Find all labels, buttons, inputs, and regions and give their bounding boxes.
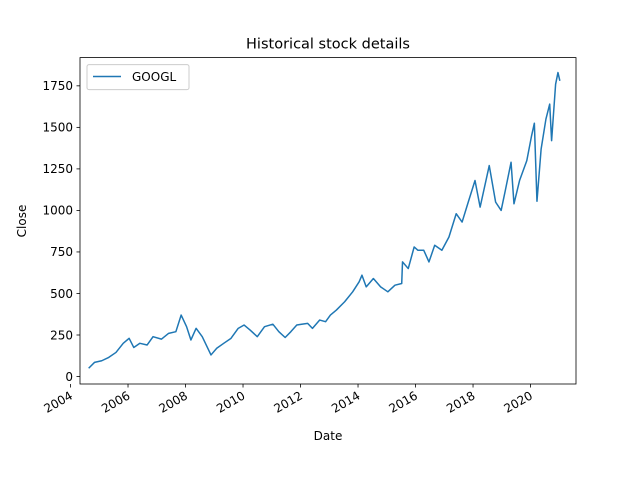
y-tick-label: 1000	[42, 204, 73, 218]
chart-title: Historical stock details	[246, 37, 410, 53]
plot-area	[80, 57, 576, 384]
y-axis-title: Close	[15, 205, 29, 238]
x-axis-title: Date	[314, 429, 343, 443]
y-tick-label: 1250	[42, 162, 73, 176]
y-axis-ticks: 0 250 500 750 1000 1250 1500 1750	[42, 79, 80, 384]
series-line-googl	[88, 71, 561, 369]
y-tick-label: 750	[50, 245, 73, 259]
y-tick-label: 1500	[42, 121, 73, 135]
legend: GOOGL	[86, 64, 190, 91]
plot-frame	[79, 57, 577, 385]
series-layer	[88, 71, 561, 369]
y-tick-label: 1750	[42, 79, 73, 93]
legend-box	[86, 64, 190, 91]
y-tick-label: 0	[65, 370, 73, 384]
y-tick-label: 500	[50, 287, 73, 301]
y-tick-label: 250	[50, 328, 73, 342]
legend-label: GOOGL	[132, 70, 176, 84]
